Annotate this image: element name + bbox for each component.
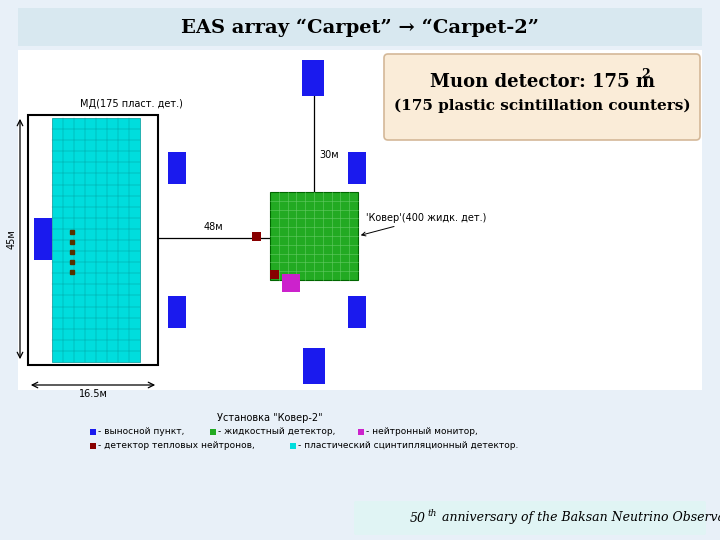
Bar xyxy=(303,348,325,384)
Text: 45м: 45м xyxy=(7,229,17,249)
Bar xyxy=(90,443,96,449)
Text: th: th xyxy=(428,509,437,517)
Text: МД(175 пласт. дет.): МД(175 пласт. дет.) xyxy=(80,99,183,109)
FancyBboxPatch shape xyxy=(354,501,706,535)
Bar xyxy=(348,296,366,328)
Text: 48м: 48м xyxy=(203,222,222,232)
Bar xyxy=(282,274,300,292)
Text: Muon detector: 175 m: Muon detector: 175 m xyxy=(430,73,654,91)
Text: EAS array “Carpet” → “Carpet-2”: EAS array “Carpet” → “Carpet-2” xyxy=(181,19,539,37)
Text: 2: 2 xyxy=(641,68,649,80)
Bar xyxy=(28,115,158,365)
Text: - выносной пункт,: - выносной пункт, xyxy=(98,428,184,436)
Bar xyxy=(52,118,140,362)
Bar xyxy=(348,152,366,184)
Bar xyxy=(270,192,358,280)
Bar xyxy=(358,429,364,435)
Bar xyxy=(168,152,186,184)
Bar xyxy=(34,218,52,260)
Bar xyxy=(168,296,186,328)
Text: 'Ковер'(400 жидк. дет.): 'Ковер'(400 жидк. дет.) xyxy=(361,213,487,236)
Bar xyxy=(270,270,279,279)
Bar xyxy=(90,429,96,435)
Bar xyxy=(18,50,702,390)
Bar xyxy=(252,232,261,241)
Text: - пластический сцинтипляционный детектор.: - пластический сцинтипляционный детектор… xyxy=(298,442,518,450)
Bar xyxy=(290,443,296,449)
Text: 30м: 30м xyxy=(319,150,338,160)
Bar xyxy=(302,60,324,96)
FancyBboxPatch shape xyxy=(384,54,700,140)
Text: - детектор тепловых нейтронов,: - детектор тепловых нейтронов, xyxy=(98,442,255,450)
Text: 50: 50 xyxy=(410,511,426,524)
Text: 40м: 40м xyxy=(304,76,324,86)
Text: - нейтронный монитор,: - нейтронный монитор, xyxy=(366,428,478,436)
Text: Установка "Ковер-2": Установка "Ковер-2" xyxy=(217,413,323,423)
Bar xyxy=(18,8,702,46)
Text: 16.5м: 16.5м xyxy=(78,389,107,399)
Bar xyxy=(210,429,216,435)
Text: (175 plastic scintillation counters): (175 plastic scintillation counters) xyxy=(394,99,690,113)
Text: - жидкостный детектор,: - жидкостный детектор, xyxy=(218,428,336,436)
Text: anniversary of the Baksan Neutrino Observatory: anniversary of the Baksan Neutrino Obser… xyxy=(438,511,720,524)
